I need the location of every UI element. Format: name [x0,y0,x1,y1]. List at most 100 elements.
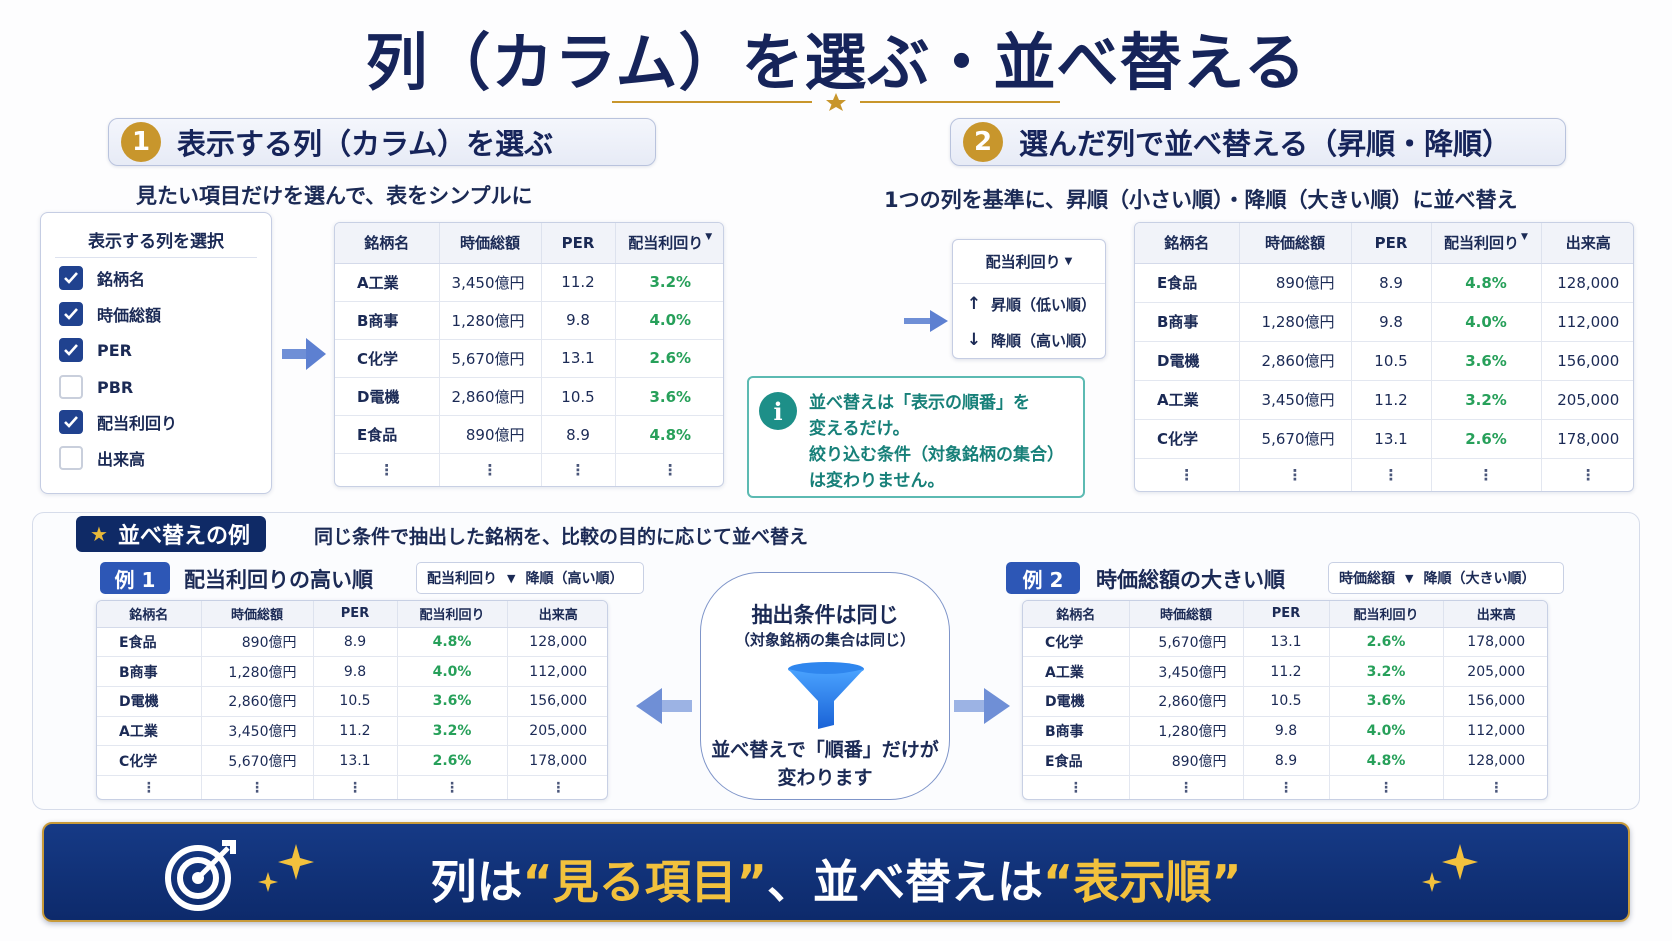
ellipsis-cell: ⋮ [1023,775,1130,799]
column-header[interactable]: 銘柄名 [1023,601,1130,628]
table-cell: 9.8 [1351,301,1432,342]
checkbox-label: 銘柄名 [97,270,146,289]
column-header[interactable]: PER [313,601,398,628]
example2-title: 時価総額の大きい順 [1096,568,1285,592]
column-header-label: 配当利回り [628,234,704,253]
table-cell: D電機 [335,377,440,416]
column-header[interactable]: 銘柄名 [1135,223,1240,264]
table-cell: 13.1 [313,745,398,776]
table-cell: C化学 [1023,626,1130,657]
column-header[interactable]: PER [1243,601,1330,628]
table-cell: 2,860億円 [1129,685,1244,717]
column-header[interactable]: 時価総額 [201,601,314,628]
sort-indicator-icon: ▼ [1521,232,1528,243]
checkbox-row[interactable]: PBR [59,374,133,400]
ellipsis-cell: ⋮ [1541,457,1633,491]
checkbox-checked[interactable] [59,302,83,326]
checkbox-label: PER [97,340,132,360]
example2-table: 銘柄名 時価総額 PER 配当利回り 出来高 C化学 5,670億円 13.1 2.6% 178… [1022,600,1548,800]
table-cell: C化学 [97,745,202,776]
pill-column: 時価総額 [1339,571,1395,587]
section2-title: 選んだ列で並べ替える（昇順・降順） [1019,127,1512,161]
column-header[interactable]: PER [1351,223,1432,264]
table-cell: C化学 [335,338,440,378]
ellipsis-cell: ⋮ [507,775,607,799]
sort-dropdown-header[interactable]: 配当利回り ▼ [953,240,1105,284]
ellipsis-cell: ⋮ [313,775,398,799]
table-cell: B商事 [97,656,202,687]
step-number-1: 1 [121,122,161,162]
table-cell: 2.6% [615,338,723,378]
checkbox-checked[interactable] [59,338,83,362]
column-header[interactable]: 時価総額 [439,223,542,264]
column-header[interactable]: 出来高 [507,601,607,628]
table-cell: E食品 [335,415,440,454]
table-cell: 9.8 [313,656,398,687]
ellipsis-cell: ⋮ [1243,775,1330,799]
funnel-line3: 並べ替えで「順番」だけが [711,739,939,761]
checkbox-label: 時価総額 [97,306,162,325]
column-header[interactable]: 配当利回り ▼ [615,223,723,264]
column-header[interactable]: 配当利回り [1329,601,1444,628]
data-table: 銘柄名 時価総額 PER 配当利回り 出来高 C化学 5,670億円 13.1 2.6% 178… [1023,601,1547,799]
example1-table: 銘柄名 時価総額 PER 配当利回り 出来高 E食品 890億円 8.9 4.8% 128,00… [96,600,608,800]
checkbox-row[interactable]: 銘柄名 [59,265,145,291]
ellipsis-cell: ⋮ [1129,775,1244,799]
column-header[interactable]: PER [541,223,616,264]
table-row: E食品 890億円 8.9 4.8% 128,000 [1135,262,1633,303]
checkbox-row[interactable]: PER [59,337,132,363]
checkbox-checked[interactable] [59,410,83,434]
table-row: D電機 2,860億円 10.5 3.6% 156,000 [1135,340,1633,381]
sort-option-ascending[interactable]: ↑ 昇順（低い順） [963,293,1096,315]
checkbox-row[interactable]: 時価総額 [59,301,161,327]
column-header[interactable]: 時価総額 [1239,223,1352,264]
table-cell: 8.9 [541,415,616,454]
section1-header: 1 表示する列（カラム）を選ぶ [108,118,656,166]
table-row: A工業 3,450億円 11.2 3.2% 205,000 [1135,379,1633,420]
table-cell: 3,450億円 [439,262,542,302]
checkbox-unchecked[interactable] [59,446,83,470]
arrow-right-icon [282,338,326,370]
table-cell: 1,280億円 [1239,301,1352,342]
table-cell: 3.6% [615,377,723,416]
sort-option-descending[interactable]: ↓ 降順（高い順） [963,329,1096,351]
table-cell: 156,000 [507,685,607,717]
column-header[interactable]: 出来高 [1541,223,1633,264]
title-divider [612,93,1060,111]
table-cell: 4.0% [615,300,723,340]
table-cell: 205,000 [507,715,607,746]
column-header[interactable]: 配当利回り ▼ [1431,223,1542,264]
table-row: B商事 1,280億円 9.8 4.0% [335,300,723,340]
table-cell: C化学 [1135,418,1240,459]
column-header[interactable]: 配当利回り [397,601,508,628]
table-cell: 2,860億円 [439,377,542,416]
column-header-label: PER [561,233,595,252]
table-cell: 3.2% [1431,379,1542,420]
table-cell: D電機 [1135,340,1240,381]
table-cell: D電機 [1023,685,1130,717]
table-cell: 3,450億円 [201,715,314,746]
checkbox-checked[interactable] [59,266,83,290]
checkbox-row[interactable]: 配当利回り [59,409,177,435]
checkbox-row[interactable]: 出来高 [59,445,145,471]
ellipsis-cell: ⋮ [335,453,440,486]
ellipsis-cell: ⋮ [97,775,202,799]
table-cell: 8.9 [313,626,398,657]
chevron-down-icon: ▼ [1405,571,1414,585]
sort-dropdown[interactable]: 配当利回り ▼ ↑ 昇順（低い順） ↓ 降順（高い順） [952,239,1106,359]
table-cell: 11.2 [1351,379,1432,420]
column-header[interactable]: 銘柄名 [97,601,202,628]
table-cell: 4.8% [615,415,723,454]
checkbox-unchecked[interactable] [59,375,83,399]
table-row-ellipsis: ⋮ ⋮ ⋮ ⋮ ⋮ [1023,775,1547,799]
column-header-label: 時価総額 [1264,234,1325,253]
table-row: D電機 2,860億円 10.5 3.6% [335,377,723,416]
table-cell: 9.8 [1243,715,1330,746]
column-header[interactable]: 銘柄名 [335,223,440,264]
table-cell: 4.0% [1329,715,1444,746]
table-row-ellipsis: ⋮ ⋮ ⋮ ⋮ ⋮ [1135,457,1633,491]
column-header[interactable]: 時価総額 [1129,601,1244,628]
example1-sort-pill: 配当利回り ▼ 降順（高い順） [416,562,644,594]
table-cell: 10.5 [541,377,616,416]
column-header[interactable]: 出来高 [1443,601,1547,628]
